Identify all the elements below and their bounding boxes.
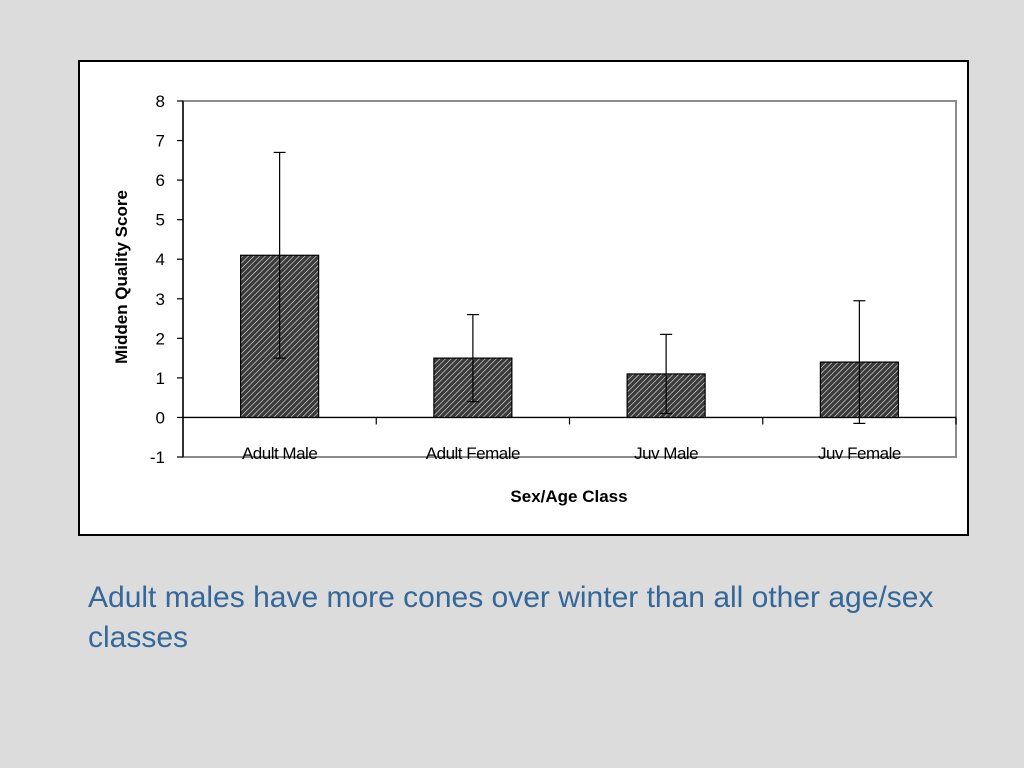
x-tick-label-0: Adult Male <box>242 444 317 463</box>
y-tick-label-5: 4 <box>156 250 165 269</box>
y-tick-label-4: 3 <box>156 290 165 309</box>
y-tick-label-8: 7 <box>156 132 165 151</box>
y-tick-label-0: -1 <box>150 448 165 467</box>
x-axis-title: Sex/Age Class <box>510 487 627 506</box>
bar-chart: -1 0 1 2 3 4 5 6 7 8 Adult Male Adult Female Juv Mal… <box>112 92 957 506</box>
y-tick-label-9: 8 <box>156 92 165 111</box>
y-tick-label-3: 2 <box>156 329 165 348</box>
y-tick-label-7: 6 <box>156 171 165 190</box>
y-tick-label-6: 5 <box>156 211 165 230</box>
y-tick-label-1: 0 <box>156 408 165 427</box>
x-tick-label-1: Adult Female <box>426 444 520 463</box>
y-tick-label-2: 1 <box>156 369 165 388</box>
y-axis-title: Midden Quality Score <box>112 190 131 364</box>
x-tick-label-2: Juv Male <box>634 444 698 463</box>
chart-frame: -1 0 1 2 3 4 5 6 7 8 Adult Male Adult Female Juv Mal… <box>78 60 969 536</box>
x-tick-label-3: Juv Female <box>818 444 901 463</box>
slide-caption: Adult males have more cones over winter … <box>88 581 934 654</box>
